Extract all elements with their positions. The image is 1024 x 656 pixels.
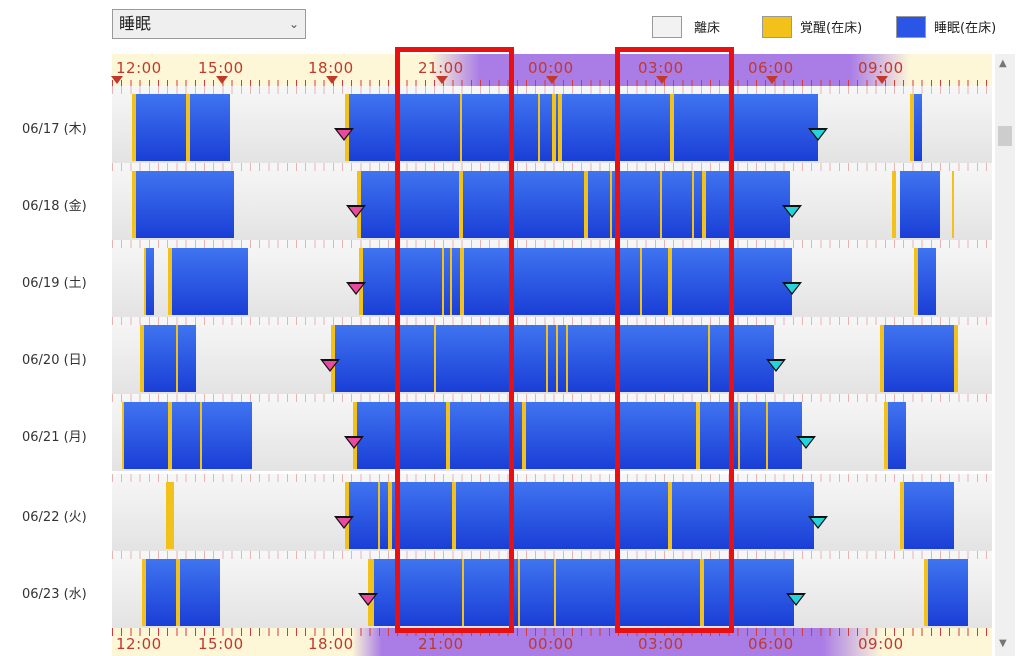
vertical-scrollbar[interactable]: ▲ ▼: [995, 54, 1015, 656]
dropdown-value: 睡眠: [119, 14, 152, 33]
axis-label: 21:00: [418, 59, 464, 77]
axis-label: 06:00: [748, 59, 794, 77]
day-row[interactable]: [112, 163, 992, 240]
day-label: 06/21 (月): [22, 430, 87, 445]
hour-marker-icon: [876, 76, 888, 84]
highlight-box-21h: [395, 47, 514, 633]
axis-label: 15:00: [198, 635, 244, 653]
day-label: 06/20 (日): [22, 353, 87, 368]
day-label: 06/17 (木): [22, 122, 87, 137]
bed-out-marker-icon: [766, 359, 786, 372]
axis-label: 00:00: [528, 59, 574, 77]
hour-marker-icon: [656, 76, 668, 84]
legend-label-awake: 覚醒(在床): [800, 21, 863, 36]
hour-marker-icon: [766, 76, 778, 84]
day-row[interactable]: [112, 240, 992, 317]
axis-label: 21:00: [418, 635, 464, 653]
day-label: 06/18 (金): [22, 199, 87, 214]
bed-in-marker-icon: [346, 205, 366, 218]
bed-out-marker-icon: [782, 205, 802, 218]
legend-label-sleep: 睡眠(在床): [934, 21, 997, 36]
scroll-up-icon[interactable]: ▲: [999, 58, 1007, 69]
highlight-box-03h: [615, 47, 734, 633]
bed-in-marker-icon: [344, 436, 364, 449]
axis-label: 18:00: [308, 59, 354, 77]
axis-label: 06:00: [748, 635, 794, 653]
axis-label: 00:00: [528, 635, 574, 653]
day-label: 06/22 (火): [22, 510, 87, 525]
day-label: 06/23 (水): [22, 587, 87, 602]
legend-swatch-out-of-bed: [652, 16, 682, 38]
day-label: 06/19 (土): [22, 276, 87, 291]
day-row[interactable]: [112, 86, 992, 163]
hour-marker-icon: [546, 76, 558, 84]
chevron-down-icon[interactable]: ⌄: [288, 17, 299, 31]
bed-in-marker-icon: [346, 282, 366, 295]
axis-label: 15:00: [198, 59, 244, 77]
hour-marker-icon: [216, 76, 228, 84]
time-axis-bottom: 12:00 15:00 18:00 21:00 00:00 03:00 06:0…: [112, 628, 992, 656]
axis-label: 09:00: [858, 59, 904, 77]
legend-label-out-of-bed: 離床: [694, 21, 721, 36]
axis-label: 12:00: [116, 59, 162, 77]
legend-swatch-awake: [762, 16, 792, 38]
day-row[interactable]: [112, 474, 992, 551]
bed-in-marker-icon: [358, 593, 378, 606]
hour-marker-icon: [111, 76, 123, 84]
bed-out-marker-icon: [808, 128, 828, 141]
bed-in-marker-icon: [334, 516, 354, 529]
scroll-thumb[interactable]: [998, 126, 1012, 146]
bed-in-marker-icon: [334, 128, 354, 141]
day-row[interactable]: [112, 551, 992, 628]
axis-label: 18:00: [308, 635, 354, 653]
bed-in-marker-icon: [320, 359, 340, 372]
category-dropdown[interactable]: 睡眠 ⌄: [112, 9, 306, 39]
axis-label: 12:00: [116, 635, 162, 653]
legend-swatch-sleep: [896, 16, 926, 38]
day-row[interactable]: [112, 317, 992, 394]
axis-label: 09:00: [858, 635, 904, 653]
bed-out-marker-icon: [786, 593, 806, 606]
scroll-down-icon[interactable]: ▼: [999, 638, 1007, 649]
axis-label: 03:00: [638, 59, 684, 77]
day-row[interactable]: [112, 394, 992, 471]
bed-out-marker-icon: [782, 282, 802, 295]
bed-out-marker-icon: [808, 516, 828, 529]
time-axis-top: 12:00 15:00 18:00 21:00 00:00 03:00 06:0…: [111, 54, 992, 88]
bed-out-marker-icon: [796, 436, 816, 449]
hour-marker-icon: [436, 76, 448, 84]
axis-label: 03:00: [638, 635, 684, 653]
hour-marker-icon: [326, 76, 338, 84]
